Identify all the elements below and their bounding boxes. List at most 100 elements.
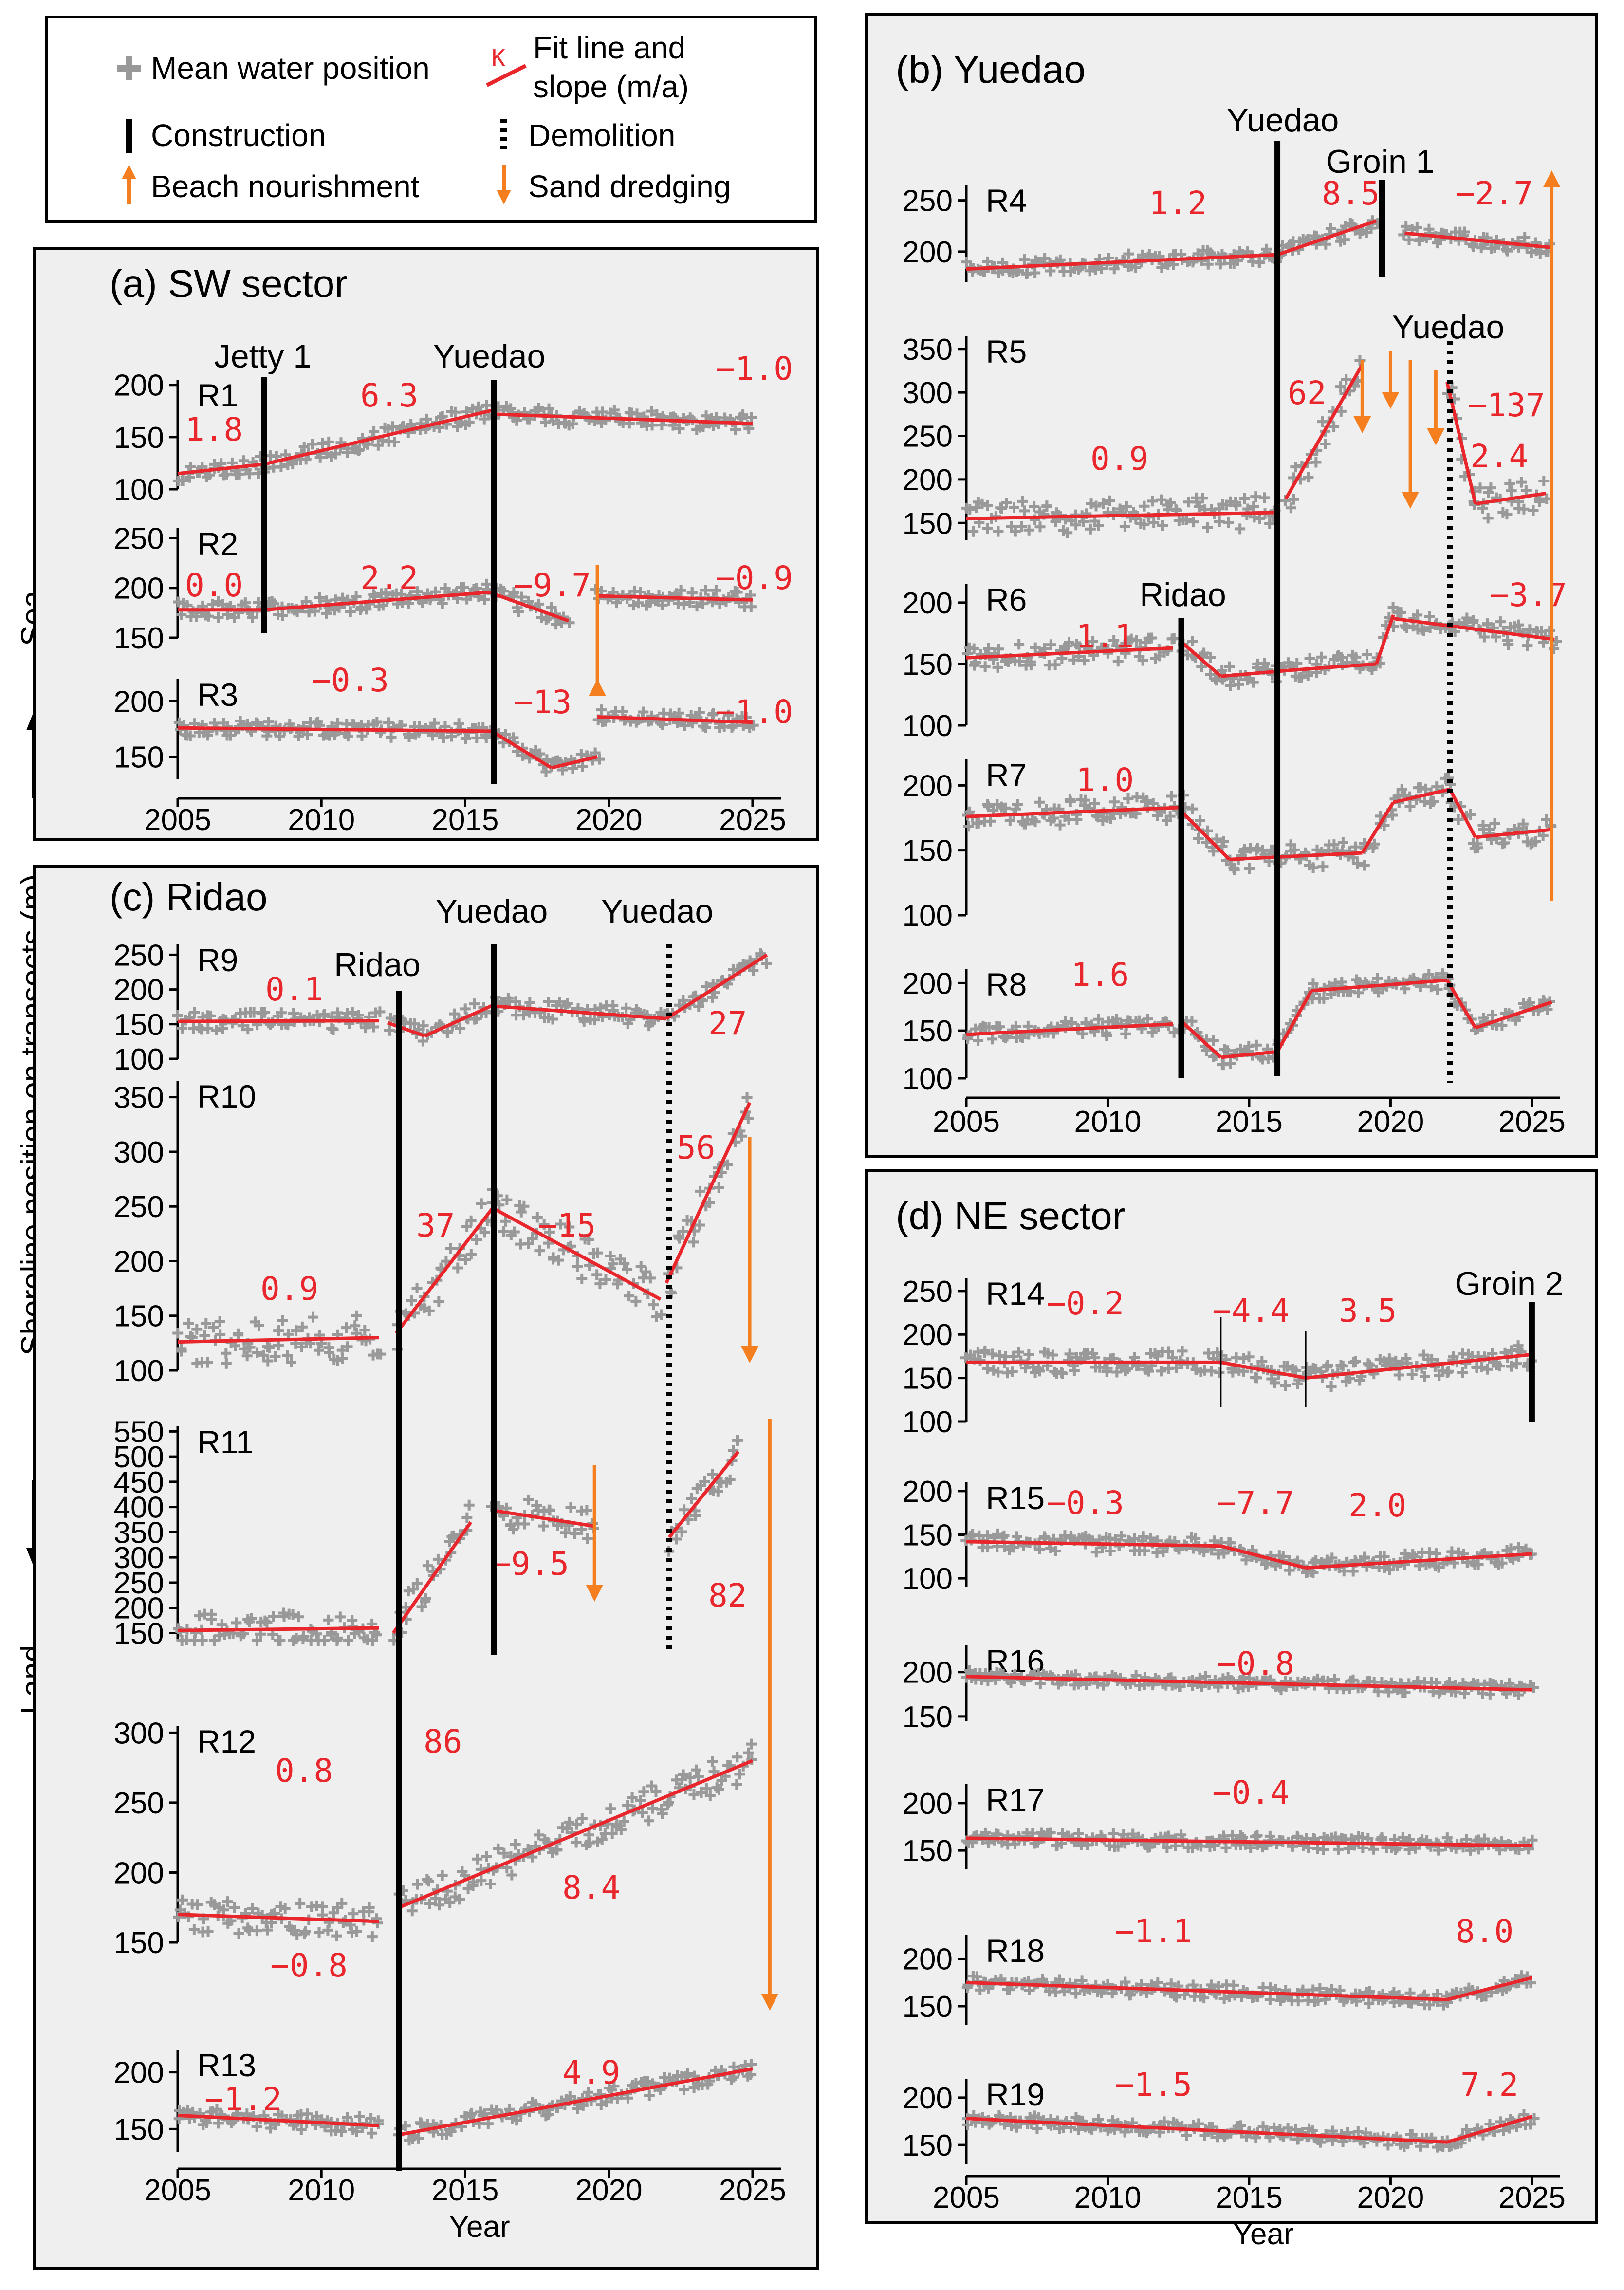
data-point xyxy=(437,411,448,422)
data-point xyxy=(968,526,979,537)
x-tick-label: 2005 xyxy=(933,1105,1000,1139)
data-point xyxy=(398,421,409,432)
event-label: Ridao xyxy=(334,946,421,983)
y-tick-label: 150 xyxy=(903,507,953,540)
data-point xyxy=(554,997,565,1008)
data-point xyxy=(714,1784,725,1795)
data-point xyxy=(1350,651,1362,663)
y-tick-label: 200 xyxy=(903,1943,953,1976)
transect-r7: 100 150 200 R7 1.0 xyxy=(903,757,1557,933)
data-point xyxy=(1229,864,1240,875)
data-point xyxy=(222,1896,234,1907)
data-point xyxy=(1224,661,1235,672)
data-point xyxy=(412,586,423,597)
data-point xyxy=(622,1264,633,1275)
x-tick-label: 2005 xyxy=(144,2174,211,2207)
data-point xyxy=(1014,639,1025,650)
data-point xyxy=(348,719,359,730)
data-point xyxy=(1277,1551,1289,1562)
legend-dredging-icon xyxy=(497,165,511,204)
data-point xyxy=(679,1504,690,1515)
data-point xyxy=(1264,518,1275,529)
data-point xyxy=(1148,517,1160,528)
data-point xyxy=(1384,1564,1395,1575)
y-tick-label: 150 xyxy=(903,648,953,682)
fit-line xyxy=(1305,1352,1532,1380)
data-point xyxy=(1013,1347,1024,1358)
data-point xyxy=(1108,635,1120,646)
data-point xyxy=(508,732,519,743)
events: Groin 2 xyxy=(1220,1265,1564,1422)
legend-frame xyxy=(45,16,817,223)
transect-label: R18 xyxy=(986,1933,1045,1969)
data-point xyxy=(1050,659,1061,670)
data-point xyxy=(463,417,475,428)
data-point xyxy=(1208,1035,1219,1046)
fit-line xyxy=(398,1759,754,1909)
data-point xyxy=(1252,1830,1263,1841)
data-point xyxy=(678,1226,689,1237)
data-point xyxy=(465,1215,477,1226)
data-point xyxy=(1181,514,1192,525)
data-point xyxy=(1064,794,1075,805)
data-point xyxy=(1259,658,1270,669)
data-point xyxy=(1129,1533,1140,1544)
data-point xyxy=(295,1898,306,1909)
data-point xyxy=(1412,609,1423,621)
fit-line xyxy=(1305,1552,1532,1570)
data-point xyxy=(172,1010,183,1021)
data-point xyxy=(1217,665,1228,676)
y-tick-label: 550 xyxy=(114,1415,164,1449)
data-point xyxy=(199,1330,210,1341)
data-point xyxy=(493,1843,504,1854)
legend-fit-symbol: K xyxy=(492,45,505,71)
data-point xyxy=(538,1520,549,1532)
data-point xyxy=(1369,838,1380,850)
data-point xyxy=(221,1348,232,1359)
data-point xyxy=(1465,809,1476,820)
y-tick-label: 200 xyxy=(114,1592,164,1625)
data-point xyxy=(307,439,318,450)
data-point xyxy=(1400,983,1411,995)
data-point xyxy=(728,1445,739,1456)
data-point xyxy=(1093,520,1104,531)
x-tick-label: 2010 xyxy=(288,803,355,837)
y-tick-label: 100 xyxy=(903,1062,953,1096)
data-point xyxy=(246,1613,257,1624)
data-point xyxy=(1171,1362,1182,1373)
data-point xyxy=(635,1795,646,1806)
fit-line xyxy=(424,1003,495,1038)
y-tick-label: 250 xyxy=(903,1275,953,1309)
data-point xyxy=(1404,1987,1416,1998)
data-point xyxy=(1215,259,1226,270)
data-point xyxy=(1045,639,1056,650)
data-point xyxy=(465,1249,477,1260)
data-point xyxy=(1339,234,1350,245)
data-point xyxy=(637,1807,648,1818)
data-point xyxy=(1487,1009,1498,1020)
data-point xyxy=(449,1008,460,1019)
data-point xyxy=(1009,502,1020,513)
slope-label: −9.7 xyxy=(514,567,591,604)
data-point xyxy=(298,1631,309,1642)
data-point xyxy=(295,2124,307,2135)
data-point xyxy=(1181,2130,1192,2141)
data-point xyxy=(213,2118,224,2129)
data-point xyxy=(741,1092,753,1103)
data-point xyxy=(1431,781,1442,793)
data-point xyxy=(437,598,448,609)
data-point xyxy=(1165,497,1176,508)
data-points xyxy=(961,1970,1536,2011)
data-point xyxy=(191,1324,203,1335)
slope-label: 56 xyxy=(677,1129,715,1166)
fit-line xyxy=(177,1913,379,1923)
transect-label: R1 xyxy=(197,377,238,413)
x-tick-label: 2005 xyxy=(933,2181,1000,2215)
data-point xyxy=(1195,815,1206,826)
data-point xyxy=(183,1318,194,1329)
y-tick-label: 100 xyxy=(903,1405,953,1439)
data-point xyxy=(469,998,480,1010)
data-point xyxy=(270,1351,281,1362)
events: Jetty 1 Yuedao xyxy=(214,338,607,784)
data-point xyxy=(1441,1832,1453,1844)
